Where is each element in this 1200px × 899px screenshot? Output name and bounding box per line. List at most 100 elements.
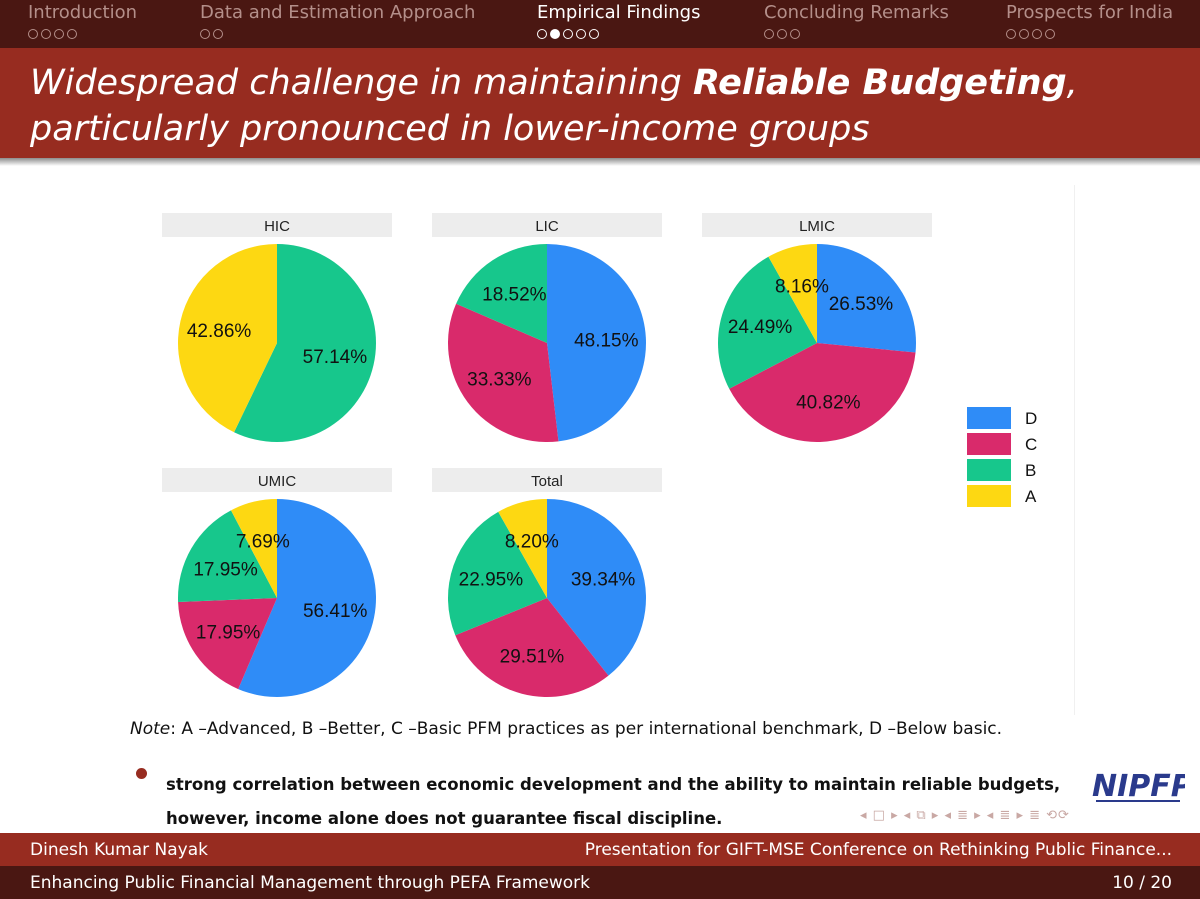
panel-strip bbox=[162, 468, 392, 492]
chart-border bbox=[1074, 185, 1075, 715]
bullet-text: strong correlation between economic deve… bbox=[166, 775, 1061, 828]
nipfp-logo: NIPFP bbox=[1092, 769, 1185, 804]
slice-label: 33.33% bbox=[467, 369, 532, 390]
pie-slice-D bbox=[817, 244, 916, 353]
slice-label: 18.52% bbox=[482, 284, 547, 305]
legend-swatch-C bbox=[967, 433, 1011, 455]
logo-text: NIPFP bbox=[1092, 769, 1185, 804]
panel-title: LIC bbox=[535, 218, 559, 235]
slice-label: 24.49% bbox=[728, 317, 793, 338]
slice-label: 22.95% bbox=[459, 569, 524, 590]
nav-dot[interactable] bbox=[563, 29, 573, 39]
legend-swatch-A bbox=[967, 485, 1011, 507]
title-band: Widespread challenge in maintaining Reli… bbox=[0, 48, 1200, 166]
pie-panel-total: Total 39.34% 29.51% 22.95% 8.20% bbox=[432, 468, 662, 697]
chart-note: Note: A –Advanced, B –Better, C –Basic P… bbox=[130, 719, 1002, 739]
title-text: Widespread challenge in maintaining bbox=[30, 63, 693, 103]
nav-section-empirical-findings[interactable]: Empirical Findings bbox=[537, 2, 700, 39]
pie-slice-D bbox=[547, 244, 646, 442]
nav-dot[interactable] bbox=[589, 29, 599, 39]
slice-label: 57.14% bbox=[303, 347, 368, 368]
nav-dot[interactable] bbox=[1032, 29, 1042, 39]
pie-slice-A bbox=[231, 499, 277, 598]
nav-dot[interactable] bbox=[200, 29, 210, 39]
slice-label: 7.69% bbox=[236, 531, 290, 552]
nav-dot[interactable] bbox=[777, 29, 787, 39]
nav-section-data-estimation[interactable]: Data and Estimation Approach bbox=[200, 2, 475, 39]
slice-label: 40.82% bbox=[796, 392, 861, 413]
nav-dot[interactable] bbox=[1019, 29, 1029, 39]
panel-title: Total bbox=[531, 473, 563, 490]
section-navigation: Introduction Data and Estimation Approac… bbox=[0, 0, 1200, 48]
slice-label: 56.41% bbox=[303, 601, 368, 622]
legend-swatch-B bbox=[967, 459, 1011, 481]
pie-panel-hic: HIC 57.14% 42.86% bbox=[162, 213, 392, 442]
nav-dot[interactable] bbox=[537, 29, 547, 39]
footer-talk-title: Enhancing Public Financial Management th… bbox=[30, 873, 591, 893]
slice-label: 17.95% bbox=[193, 559, 258, 580]
note-text: : A –Advanced, B –Better, C –Basic PFM p… bbox=[170, 719, 1003, 739]
pie-slice-B bbox=[717, 256, 817, 389]
slice-label: 29.51% bbox=[500, 646, 565, 667]
legend-label: D bbox=[1025, 409, 1037, 428]
nav-dot[interactable] bbox=[764, 29, 774, 39]
nav-section-label: Data and Estimation Approach bbox=[200, 2, 476, 23]
footer-top: Dinesh Kumar Nayak Presentation for GIFT… bbox=[0, 833, 1200, 866]
legend-label: C bbox=[1025, 435, 1037, 454]
nav-dot[interactable] bbox=[41, 29, 51, 39]
slice-label: 48.15% bbox=[574, 331, 639, 352]
pie-panel-lmic: LMIC 26.53% 40.82% 24.49% 8.16% bbox=[702, 213, 932, 442]
nav-section-introduction[interactable]: Introduction bbox=[28, 2, 137, 39]
slice-label: 8.16% bbox=[775, 277, 829, 298]
legend-swatch-D bbox=[967, 407, 1011, 429]
legend-label: A bbox=[1025, 487, 1037, 506]
pie-slice-D bbox=[547, 499, 646, 676]
nav-dot[interactable] bbox=[67, 29, 77, 39]
pie-panel-umic: UMIC 56.41% 17.95% 17.95% 7.69% bbox=[162, 468, 392, 698]
nav-section-label: Concluding Remarks bbox=[764, 2, 949, 23]
pie-slice-C bbox=[448, 303, 559, 442]
footer-author: Dinesh Kumar Nayak bbox=[30, 840, 208, 860]
footer-event: Presentation for GIFT-MSE Conference on … bbox=[584, 840, 1172, 860]
nav-dot[interactable] bbox=[28, 29, 38, 39]
nav-dot[interactable] bbox=[54, 29, 64, 39]
nav-section-label: Prospects for India bbox=[1006, 2, 1174, 23]
pie-slice-A bbox=[768, 244, 817, 343]
bullet-marker bbox=[136, 768, 147, 779]
note-label: Note bbox=[130, 719, 171, 739]
nav-dot[interactable] bbox=[550, 29, 560, 39]
nav-dot[interactable] bbox=[576, 29, 586, 39]
nav-dot[interactable] bbox=[1006, 29, 1016, 39]
pie-slice-D bbox=[238, 499, 377, 698]
panel-title: UMIC bbox=[258, 473, 296, 490]
title-emphasis: Reliable Budgeting bbox=[692, 63, 1067, 103]
nav-dots bbox=[200, 29, 475, 39]
pie-slice-A bbox=[177, 244, 277, 433]
nav-dots bbox=[764, 29, 949, 39]
slice-label: 26.53% bbox=[829, 294, 894, 315]
pie-slice-A bbox=[498, 499, 547, 598]
nav-section-prospects-india[interactable]: Prospects for India bbox=[1006, 2, 1173, 39]
beamer-navigation-controls[interactable]: ◂ □ ▸ ◂ ⧉ ▸ ◂ ≣ ▸ ◂ ≣ ▸ ≣ ⟲⟳ bbox=[860, 808, 1070, 823]
nav-dot[interactable] bbox=[790, 29, 800, 39]
pie-slice-C bbox=[455, 598, 609, 697]
panel-strip bbox=[432, 468, 662, 492]
footer-page-number: 10 / 20 bbox=[1112, 873, 1172, 893]
nav-section-label: Empirical Findings bbox=[537, 2, 701, 23]
panel-strip bbox=[162, 213, 392, 237]
nav-section-concluding-remarks[interactable]: Concluding Remarks bbox=[764, 2, 949, 39]
panel-strip bbox=[432, 213, 662, 237]
legend-label: B bbox=[1025, 461, 1036, 480]
nav-dot[interactable] bbox=[1045, 29, 1055, 39]
nav-dots bbox=[28, 29, 137, 39]
slice-label: 39.34% bbox=[571, 569, 636, 590]
slice-label: 42.86% bbox=[187, 321, 252, 342]
slice-label: 17.95% bbox=[196, 623, 261, 644]
slice-label: 8.20% bbox=[505, 532, 559, 553]
pie-slice-C bbox=[729, 343, 916, 442]
nav-dot[interactable] bbox=[213, 29, 223, 39]
pie-slice-B bbox=[178, 510, 277, 602]
pie-chart-panels: HIC 57.14% 42.86% LIC 48.15% 33.33% 18.52% LMIC… bbox=[162, 213, 1037, 698]
title-text-end: , particularly pronounced in lower-incom… bbox=[30, 63, 1078, 149]
